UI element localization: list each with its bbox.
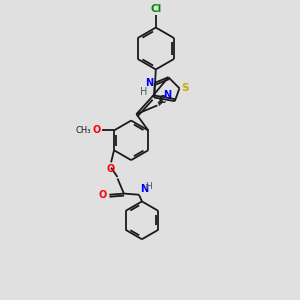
Text: O: O [99,190,107,200]
Text: Cl: Cl [150,4,161,14]
Text: H: H [140,87,147,97]
Text: N: N [163,90,171,100]
Text: O: O [107,164,115,174]
Text: H: H [145,182,152,191]
Text: CH₃: CH₃ [75,126,91,135]
Text: S: S [181,83,189,93]
Text: C: C [158,94,166,105]
Text: O: O [92,125,101,135]
Text: N: N [140,184,148,194]
Text: N: N [145,78,153,88]
